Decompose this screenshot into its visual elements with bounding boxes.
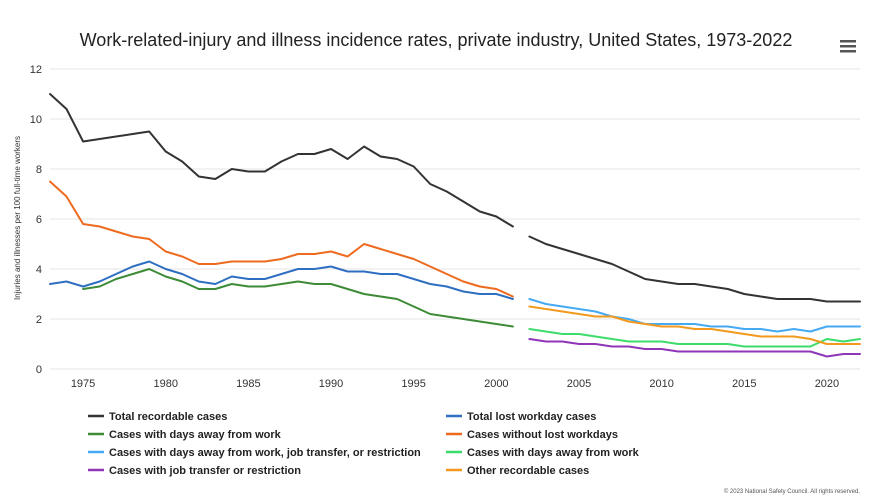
series-line[interactable] <box>528 328 861 348</box>
series-cases-with-job-transfer-or-restriction <box>528 338 861 358</box>
y-tick-label: 4 <box>36 264 42 276</box>
x-tick-label: 1985 <box>236 378 260 390</box>
x-axis: 1975 1980 1985 1990 1995 2000 2005 2010 2015 2020 <box>71 378 839 390</box>
legend-label: Cases with days away from work <box>109 429 282 441</box>
series-total-recordable-cases <box>49 93 861 303</box>
legend-label: Total recordable cases <box>109 411 227 423</box>
legend-label: Cases with days away from work, job tran… <box>109 447 421 459</box>
x-tick-label: 1990 <box>319 378 343 390</box>
series-other-recordable-cases <box>528 305 861 345</box>
legend-label: Cases with job transfer or restriction <box>109 465 301 477</box>
x-tick-label: 2020 <box>815 378 839 390</box>
x-tick-label: 2010 <box>649 378 673 390</box>
y-tick-label: 0 <box>36 364 42 376</box>
grid <box>50 68 860 370</box>
x-tick-label: 2015 <box>732 378 756 390</box>
series-line[interactable] <box>82 268 514 328</box>
series-line[interactable] <box>49 93 514 228</box>
legend-item[interactable]: Cases without lost workdays <box>446 429 618 441</box>
legend-label: Cases without lost workdays <box>467 429 618 441</box>
legend: Total recordable cases Total lost workday… <box>88 411 640 477</box>
y-tick-label: 2 <box>36 314 42 326</box>
series-line[interactable] <box>49 180 514 298</box>
x-tick-label: 2005 <box>567 378 591 390</box>
legend-item[interactable]: Cases with days away from work, job tran… <box>88 447 421 459</box>
legend-label: Other recordable cases <box>467 465 589 477</box>
menu-icon-bar <box>840 45 856 48</box>
legend-item[interactable]: Cases with job transfer or restriction <box>88 465 301 477</box>
series-line[interactable] <box>528 235 861 303</box>
plot-area <box>49 93 861 358</box>
legend-item[interactable]: Cases with days away from work <box>446 447 640 459</box>
y-tick-label: 10 <box>30 114 42 126</box>
x-tick-label: 1980 <box>153 378 177 390</box>
x-tick-label: 1975 <box>71 378 95 390</box>
series-cases-with-days-away-from-work <box>528 328 861 348</box>
menu-icon-bar <box>840 50 856 53</box>
legend-item[interactable]: Other recordable cases <box>446 465 589 477</box>
series-total-lost-workday-cases <box>49 260 514 300</box>
legend-item[interactable]: Total lost workday cases <box>446 411 596 423</box>
series-cases-with-days-away-from-work-job-transfer-or-restriction <box>528 298 861 333</box>
series-cases-without-lost-workdays <box>49 180 514 298</box>
legend-item[interactable]: Cases with days away from work <box>88 429 282 441</box>
series-line[interactable] <box>49 260 514 300</box>
y-axis-label: Injuries and illnesses per 100 full-time… <box>13 136 22 300</box>
chart-title: Work-related-injury and illness incidenc… <box>80 30 793 50</box>
y-tick-label: 12 <box>30 64 42 76</box>
x-tick-label: 1995 <box>401 378 425 390</box>
menu-icon[interactable] <box>840 40 856 53</box>
x-tick-label: 2000 <box>484 378 508 390</box>
menu-icon-bar <box>840 40 856 43</box>
y-tick-label: 8 <box>36 164 42 176</box>
legend-label: Cases with days away from work <box>467 447 640 459</box>
y-axis: 0 2 4 6 8 10 12 <box>30 64 42 376</box>
y-tick-label: 6 <box>36 214 42 226</box>
series-cases-with-days-away-from-work <box>82 268 514 328</box>
legend-label: Total lost workday cases <box>467 411 596 423</box>
series-line[interactable] <box>528 338 861 358</box>
legend-item[interactable]: Total recordable cases <box>88 411 227 423</box>
copyright-note: © 2023 National Safety Council. All righ… <box>724 488 860 495</box>
series-line[interactable] <box>528 298 861 333</box>
series-line[interactable] <box>528 305 861 345</box>
